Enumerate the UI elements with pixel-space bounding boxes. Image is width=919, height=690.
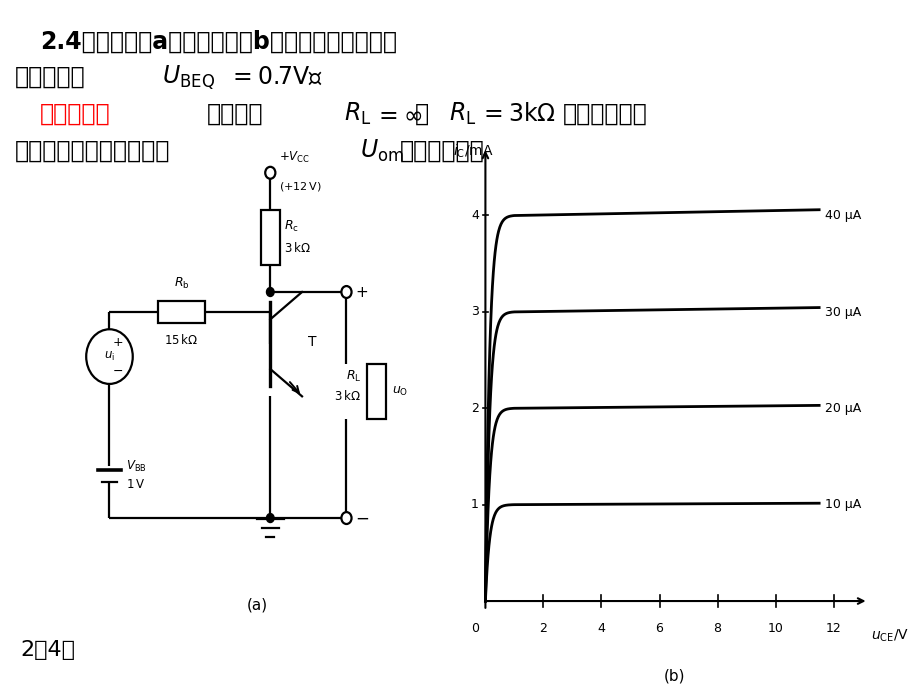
Circle shape: [86, 329, 132, 384]
Text: $i_{\mathrm{C}}$/mA: $i_{\mathrm{C}}$/mA: [453, 143, 494, 160]
Text: 10 μA: 10 μA: [824, 498, 860, 511]
Text: 2－4－: 2－4－: [20, 640, 75, 660]
Text: +: +: [112, 336, 123, 349]
Circle shape: [267, 513, 274, 522]
Text: $=3\mathrm{k\Omega}$: $=3\mathrm{k\Omega}$: [479, 102, 555, 126]
Text: $R_{\mathrm{L}}$: $R_{\mathrm{L}}$: [448, 101, 476, 127]
Text: 性，静态时: 性，静态时: [15, 65, 85, 89]
Text: 利用图解法: 利用图解法: [40, 102, 110, 126]
Text: $R_{\mathrm{L}}$: $R_{\mathrm{L}}$: [346, 369, 361, 384]
Text: $u_{\mathrm{O}}$: $u_{\mathrm{O}}$: [391, 385, 408, 398]
Text: 2: 2: [471, 402, 479, 415]
Text: $=\infty$: $=\infty$: [374, 102, 422, 126]
Text: （有效值）。: （有效值）。: [400, 139, 484, 163]
Bar: [260, 210, 279, 265]
Text: 12: 12: [825, 622, 841, 635]
Text: 40 μA: 40 μA: [824, 210, 860, 222]
Text: 8: 8: [713, 622, 720, 635]
Text: 2: 2: [539, 622, 547, 635]
Text: $3\,\mathrm{k\Omega}$: $3\,\mathrm{k\Omega}$: [335, 389, 361, 404]
Text: 10: 10: [766, 622, 783, 635]
Text: 点和最大不失真输出电压: 点和最大不失真输出电压: [15, 139, 170, 163]
Text: $R_{\mathrm{c}}$: $R_{\mathrm{c}}$: [284, 219, 299, 234]
Text: $(+12\,\mathrm{V})$: $(+12\,\mathrm{V})$: [278, 180, 321, 193]
Text: $=0.7\mathrm{V}$。: $=0.7\mathrm{V}$。: [228, 65, 323, 89]
Text: 时的静态工作: 时的静态工作: [562, 102, 647, 126]
Text: T: T: [308, 335, 316, 348]
Text: $U_{\mathrm{BEQ}}$: $U_{\mathrm{BEQ}}$: [162, 64, 215, 92]
Text: 4: 4: [597, 622, 605, 635]
Text: 6: 6: [655, 622, 663, 635]
Text: 30 μA: 30 μA: [824, 306, 860, 319]
Text: $R_{\mathrm{L}}$: $R_{\mathrm{L}}$: [344, 101, 371, 127]
Text: $3\,\mathrm{k\Omega}$: $3\,\mathrm{k\Omega}$: [284, 241, 311, 255]
Text: 2.4电路如图（a）所示，图（b）是晶体管的输出特: 2.4电路如图（a）所示，图（b）是晶体管的输出特: [40, 30, 397, 54]
Text: $+V_{\mathrm{CC}}$: $+V_{\mathrm{CC}}$: [278, 150, 310, 166]
Bar: [366, 364, 385, 419]
Text: $1\,\mathrm{V}$: $1\,\mathrm{V}$: [125, 478, 144, 491]
Text: 20 μA: 20 μA: [824, 402, 860, 415]
Text: (b): (b): [663, 669, 684, 684]
Circle shape: [341, 286, 351, 298]
Text: (a): (a): [247, 598, 267, 613]
Text: 4: 4: [471, 208, 479, 221]
Text: 0: 0: [471, 622, 479, 635]
Text: 3: 3: [471, 305, 479, 318]
Bar: [158, 301, 205, 323]
Circle shape: [267, 288, 274, 297]
Text: $-$: $-$: [112, 364, 123, 377]
Text: 和: 和: [414, 102, 428, 126]
Text: 分别求出: 分别求出: [207, 102, 263, 126]
Text: $-$: $-$: [355, 509, 369, 527]
Circle shape: [341, 512, 351, 524]
Text: $V_{\mathrm{BB}}$: $V_{\mathrm{BB}}$: [125, 460, 146, 475]
Text: $15\,\mathrm{k\Omega}$: $15\,\mathrm{k\Omega}$: [165, 333, 199, 347]
Text: $u_{\mathrm{i}}$: $u_{\mathrm{i}}$: [104, 350, 115, 363]
Text: $U_{\mathrm{om}}$: $U_{\mathrm{om}}$: [359, 138, 403, 164]
Text: $u_{\mathrm{CE}}$/V: $u_{\mathrm{CE}}$/V: [870, 628, 909, 644]
Text: +: +: [355, 284, 368, 299]
Text: 1: 1: [471, 498, 479, 511]
Circle shape: [265, 167, 275, 179]
Text: $R_{\mathrm{b}}$: $R_{\mathrm{b}}$: [174, 276, 189, 291]
